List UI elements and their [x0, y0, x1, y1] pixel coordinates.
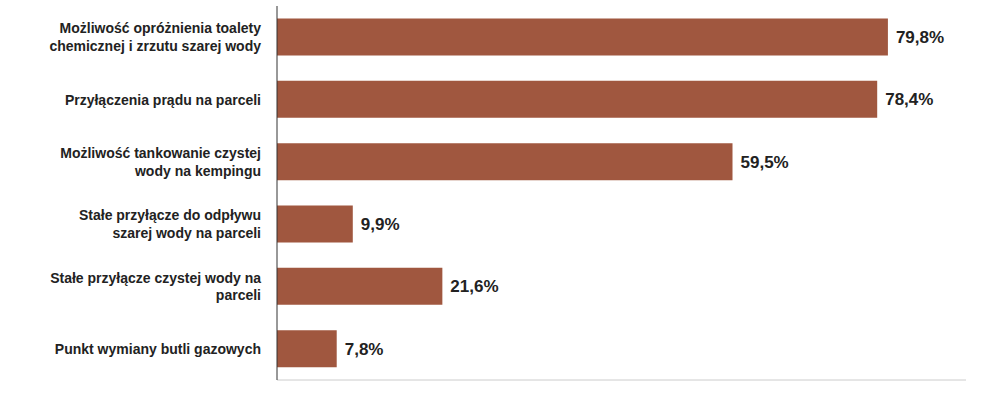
svg-text:Możliwość opróżnienia toaletyc: Możliwość opróżnienia toaletychemicznej …	[49, 20, 261, 54]
svg-text:9,9%: 9,9%	[361, 215, 400, 234]
svg-text:Punkt wymiany butli gazowych: Punkt wymiany butli gazowych	[55, 341, 261, 357]
svg-text:Możliwość tankowanie czystejwo: Możliwość tankowanie czystejwody na kemp…	[60, 145, 261, 179]
svg-text:59,5%: 59,5%	[741, 153, 789, 172]
svg-text:79,8%: 79,8%	[896, 28, 944, 47]
svg-text:Stałe przyłącze do odpływuszar: Stałe przyłącze do odpływuszarej wody na…	[79, 207, 261, 241]
svg-text:21,6%: 21,6%	[450, 277, 498, 296]
svg-text:78,4%: 78,4%	[885, 90, 933, 109]
svg-text:Przyłączenia prądu na parceli: Przyłączenia prądu na parceli	[65, 92, 261, 108]
svg-text:7,8%: 7,8%	[345, 340, 384, 359]
svg-text:Stałe przyłącze czystej wody n: Stałe przyłącze czystej wody naparceli	[50, 270, 261, 304]
